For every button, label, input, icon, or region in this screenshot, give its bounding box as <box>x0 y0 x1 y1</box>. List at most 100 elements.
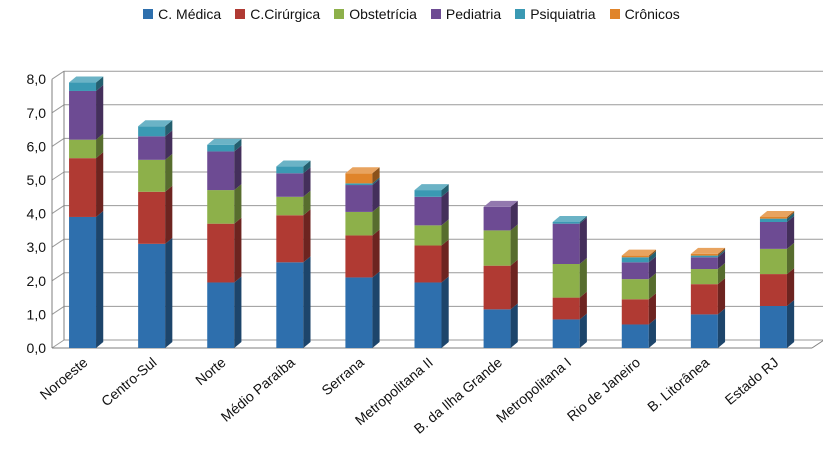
bar-side <box>303 256 311 348</box>
bar-side <box>510 303 518 348</box>
y-tick-label: 6,0 <box>27 138 47 154</box>
bar-top <box>552 216 587 222</box>
bar-front <box>69 82 97 91</box>
legend-label: Psiquiatria <box>530 6 596 22</box>
bar-side <box>579 258 587 298</box>
bar-side <box>303 160 311 174</box>
bar-segment <box>759 212 795 222</box>
legend-item: Obstetrícia <box>334 6 417 22</box>
gridline-depth <box>51 104 65 114</box>
bar-side <box>717 249 726 258</box>
y-tick-label: 8,0 <box>27 71 47 87</box>
bar-side <box>786 300 795 348</box>
bar-side <box>648 293 656 325</box>
bar-side <box>441 219 449 246</box>
bar-front <box>552 223 580 264</box>
bar-segment <box>69 152 104 217</box>
bar-side <box>165 130 173 160</box>
bar-front <box>690 269 718 285</box>
bar-front <box>552 319 580 348</box>
bar-segment <box>345 167 380 184</box>
y-tick-label: 3,0 <box>27 239 47 255</box>
x-tick-label: Médio Paraíba <box>218 354 298 425</box>
legend-label: C.Cirúrgica <box>250 6 321 22</box>
bar-side <box>717 251 726 270</box>
bar-side <box>165 120 173 137</box>
y-tick-label: 7,0 <box>27 105 47 121</box>
bar-front <box>483 265 511 310</box>
x-tick-label: Rio de Janeiro <box>564 354 644 424</box>
bar-front <box>207 151 235 191</box>
legend-item: C.Cirúrgica <box>235 6 320 22</box>
bar-front <box>138 126 166 137</box>
bar-segment <box>138 153 173 192</box>
bar-front <box>414 225 442 246</box>
bar-side <box>579 216 587 224</box>
legend-swatch <box>430 9 441 19</box>
bar-segment <box>69 84 104 140</box>
bar-top <box>414 184 449 191</box>
legend-label: Obstetrícia <box>349 6 417 22</box>
legend-label: C. Médica <box>158 6 222 22</box>
bar-front <box>138 136 166 160</box>
bar-side <box>786 242 795 275</box>
bar-segment <box>276 256 311 348</box>
bar-front <box>276 215 304 263</box>
bar-segment <box>345 179 380 212</box>
bar-side <box>165 185 173 244</box>
bar-segment <box>207 276 242 348</box>
gridline-depth <box>51 238 65 248</box>
bar-side <box>234 138 242 152</box>
bar-side <box>96 84 104 140</box>
bar-side <box>579 313 587 348</box>
y-tick-label: 1,0 <box>27 306 47 322</box>
bar-front <box>414 196 442 226</box>
bar-segment <box>414 239 449 283</box>
bar-front <box>759 274 787 306</box>
bar-segment <box>759 216 795 249</box>
bar-front <box>345 173 373 184</box>
bar-side <box>441 190 449 226</box>
bar-top <box>138 120 173 127</box>
bar-front <box>759 306 787 348</box>
bar-segment <box>759 210 795 219</box>
bar-front <box>552 297 580 320</box>
bar-segment <box>483 224 518 266</box>
bar-segment <box>552 216 587 224</box>
bar-front <box>759 218 787 222</box>
x-tick-label: Norte <box>192 354 229 388</box>
gridline-depth <box>51 272 65 282</box>
gridline-depth <box>51 339 65 349</box>
y-tick-label: 0,0 <box>27 340 47 356</box>
y-tick-label: 4,0 <box>27 206 47 222</box>
bar-front <box>621 299 649 325</box>
bars <box>69 76 795 348</box>
bar-front <box>621 262 649 280</box>
bar-segment <box>621 251 656 263</box>
legend-swatch <box>235 9 246 19</box>
bar-segment <box>621 256 656 280</box>
bar-front <box>276 196 304 216</box>
legend-swatch <box>515 9 526 19</box>
bar-side <box>510 259 518 310</box>
x-tick-label: B. Litorânea <box>644 354 712 415</box>
bar-side <box>234 276 242 348</box>
bar-segment <box>690 263 726 285</box>
x-tick-label: Serrana <box>318 354 367 398</box>
bar-segment <box>690 278 726 315</box>
bar-side <box>234 217 242 283</box>
bar-segment <box>414 184 449 197</box>
bar-side <box>648 251 656 263</box>
bar-side <box>717 308 726 348</box>
gridline-depth <box>51 171 65 181</box>
bar-side <box>96 133 104 159</box>
bar-segment <box>552 258 587 298</box>
bar-front <box>414 190 442 197</box>
bar-segment <box>69 76 104 91</box>
legend-swatch <box>334 9 345 19</box>
bar-side <box>96 210 104 348</box>
bar-side <box>717 263 726 285</box>
bar-side <box>372 229 380 278</box>
bar-side <box>786 268 795 306</box>
